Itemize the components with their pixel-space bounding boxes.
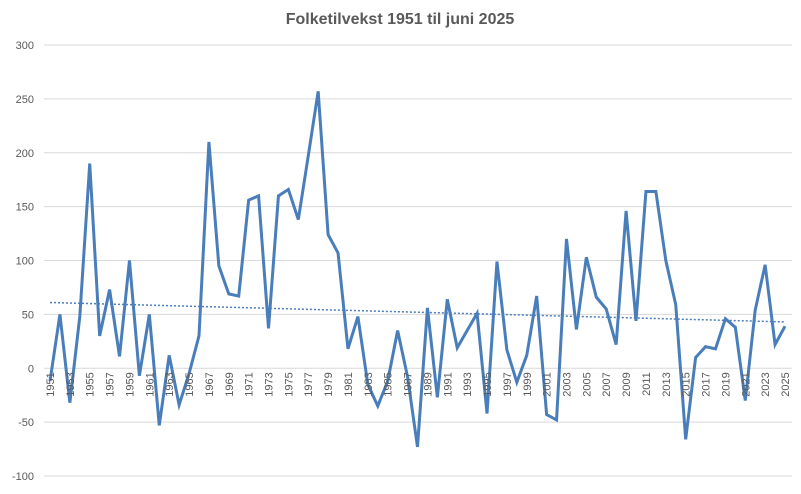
x-tick-label: 2001 [542,372,554,396]
x-tick-label: 1967 [204,372,216,396]
x-tick-label: 1965 [184,372,196,396]
x-tick-label: 2021 [740,372,752,396]
y-tick-label: 300 [16,40,34,52]
x-tick-label: 1969 [224,372,236,396]
x-tick-label: 1987 [403,372,415,396]
x-tick-label: 1975 [283,372,295,396]
x-tick-label: 1971 [244,372,256,396]
x-tick-label: 1977 [303,372,315,396]
x-tick-label: 2003 [561,372,573,396]
x-tick-label: 2017 [701,372,713,396]
y-tick-label: 200 [16,148,34,160]
x-tick-label: 1991 [442,372,454,396]
x-tick-label: 2015 [681,372,693,396]
x-tick-label: 2005 [581,372,593,396]
trendline [49,301,786,323]
x-tick-label: 2009 [621,372,633,396]
x-tick-label: 1957 [105,372,117,396]
x-tick-label: 1955 [85,372,97,396]
y-tick-label: 100 [16,256,34,268]
x-tick-label: 2011 [641,372,653,396]
x-tick-label: 1961 [144,372,156,396]
x-tick-label: 1951 [45,372,57,396]
x-tick-label: 2023 [760,372,772,396]
x-tick-label: 1997 [502,372,514,396]
x-tick-label: 2007 [601,372,613,396]
y-tick-label: 50 [22,309,34,321]
y-tick-label: 0 [28,363,34,375]
y-tick-label: 250 [16,94,34,106]
x-tick-label: 1993 [462,372,474,396]
x-tick-label: 1973 [264,372,276,396]
x-tick-label: 1995 [482,372,494,396]
x-tick-label: 1999 [522,372,534,396]
x-tick-label: 2019 [720,372,732,396]
x-tick-label: 1959 [124,372,136,396]
series-line-folketilvekst [48,91,787,448]
x-tick-label: 1985 [383,372,395,396]
x-tick-label: 2013 [661,372,673,396]
chart-title: Folketilvekst 1951 til juni 2025 [286,11,515,28]
x-tick-label: 1989 [422,372,434,396]
x-tick-label: 1953 [65,372,77,396]
y-tick-label: -50 [18,417,34,429]
x-tick-label: 1979 [323,372,335,396]
x-tick-label: 2025 [780,372,792,396]
x-tick-label: 1981 [343,372,355,396]
y-tick-label: -100 [12,471,34,483]
x-tick-label: 1983 [363,372,375,396]
y-tick-label: 150 [16,202,34,214]
x-tick-label: 1963 [164,372,176,396]
